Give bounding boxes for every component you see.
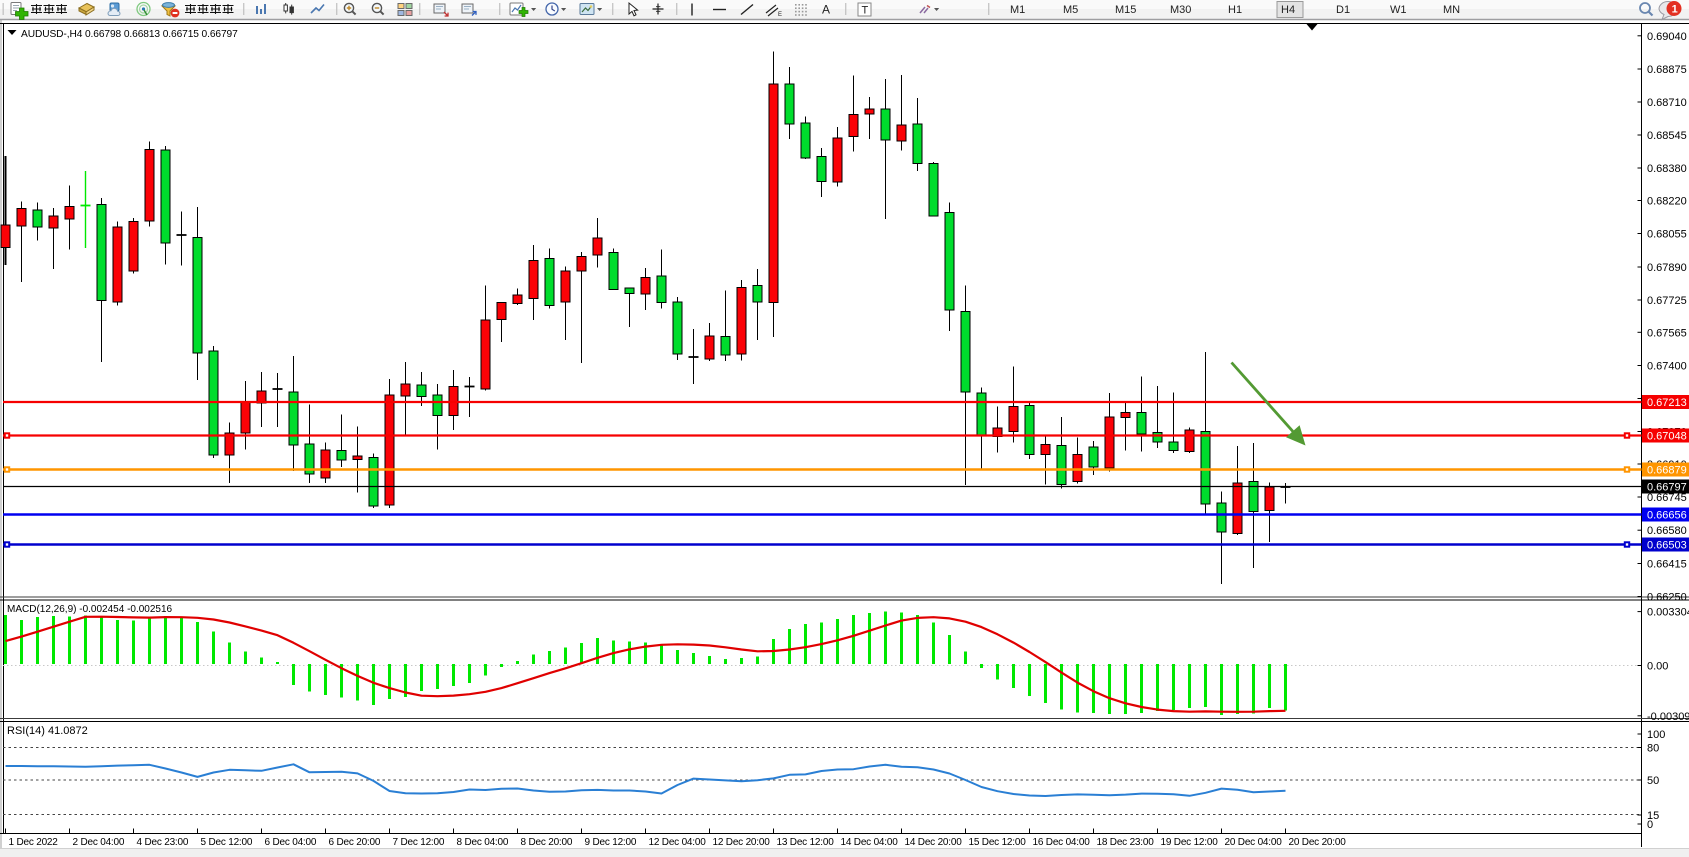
svg-text:0.66415: 0.66415 bbox=[1647, 559, 1687, 571]
svg-text:15: 15 bbox=[1647, 810, 1659, 822]
svg-text:MACD(12,26,9) -0.002454 -0.002: MACD(12,26,9) -0.002454 -0.002516 bbox=[7, 604, 173, 615]
svg-text:4 Dec 23:00: 4 Dec 23:00 bbox=[137, 837, 189, 848]
svg-text:20 Dec 20:00: 20 Dec 20:00 bbox=[1289, 837, 1347, 848]
svg-text:M30: M30 bbox=[1170, 4, 1191, 16]
svg-text:12 Dec 20:00: 12 Dec 20:00 bbox=[713, 837, 771, 848]
svg-text:18 Dec 23:00: 18 Dec 23:00 bbox=[1097, 837, 1155, 848]
svg-text:8 Dec 20:00: 8 Dec 20:00 bbox=[521, 837, 573, 848]
svg-text:M5: M5 bbox=[1063, 4, 1078, 16]
svg-text:0.68545: 0.68545 bbox=[1647, 130, 1687, 142]
svg-text:1: 1 bbox=[1672, 4, 1678, 16]
svg-text:0.67213: 0.67213 bbox=[1647, 397, 1687, 409]
svg-text:9 Dec 12:00: 9 Dec 12:00 bbox=[585, 837, 637, 848]
svg-text:19 Dec 12:00: 19 Dec 12:00 bbox=[1161, 837, 1219, 848]
svg-text:H1: H1 bbox=[1228, 4, 1242, 16]
svg-text:0.67400: 0.67400 bbox=[1647, 361, 1687, 373]
svg-text:1 Dec 2022: 1 Dec 2022 bbox=[9, 837, 59, 848]
svg-text:0.003304: 0.003304 bbox=[1647, 607, 1689, 619]
svg-text:0.68055: 0.68055 bbox=[1647, 229, 1687, 241]
svg-text:14 Dec 04:00: 14 Dec 04:00 bbox=[841, 837, 899, 848]
svg-text:100: 100 bbox=[1647, 729, 1665, 741]
svg-text:80: 80 bbox=[1647, 743, 1659, 755]
svg-text:0: 0 bbox=[1647, 819, 1653, 831]
svg-text:0.00: 0.00 bbox=[1647, 661, 1668, 673]
svg-text:T: T bbox=[862, 5, 869, 17]
svg-text:0.67048: 0.67048 bbox=[1647, 431, 1687, 443]
svg-text:M1: M1 bbox=[1010, 4, 1025, 16]
svg-text:0.68220: 0.68220 bbox=[1647, 196, 1687, 208]
svg-text:-0.003098: -0.003098 bbox=[1647, 711, 1689, 723]
svg-text:D1: D1 bbox=[1336, 4, 1350, 16]
svg-text:0.66503: 0.66503 bbox=[1647, 540, 1687, 552]
svg-text:RSI(14) 41.0872: RSI(14) 41.0872 bbox=[7, 725, 88, 737]
svg-text:6 Dec 20:00: 6 Dec 20:00 bbox=[329, 837, 381, 848]
svg-text:6 Dec 04:00: 6 Dec 04:00 bbox=[265, 837, 317, 848]
svg-text:0.66879: 0.66879 bbox=[1647, 465, 1687, 477]
svg-text:0.66580: 0.66580 bbox=[1647, 525, 1687, 537]
svg-text:0.69040: 0.69040 bbox=[1647, 31, 1687, 43]
svg-text:0.67565: 0.67565 bbox=[1647, 327, 1687, 339]
svg-text:M15: M15 bbox=[1115, 4, 1136, 16]
svg-text:5 Dec 12:00: 5 Dec 12:00 bbox=[201, 837, 253, 848]
svg-text:7 Dec 12:00: 7 Dec 12:00 bbox=[393, 837, 445, 848]
svg-text:0.68875: 0.68875 bbox=[1647, 64, 1687, 76]
svg-text:0.67725: 0.67725 bbox=[1647, 295, 1687, 307]
svg-text:AUDUSD-,H4 0.66798 0.66813 0.: AUDUSD-,H4 0.66798 0.66813 0.66715 0.667… bbox=[21, 29, 238, 40]
svg-text:W1: W1 bbox=[1390, 4, 1407, 16]
svg-text:13 Dec 12:00: 13 Dec 12:00 bbox=[777, 837, 835, 848]
svg-text:16 Dec 04:00: 16 Dec 04:00 bbox=[1033, 837, 1091, 848]
svg-text:H4: H4 bbox=[1281, 4, 1295, 16]
svg-text:0.66250: 0.66250 bbox=[1647, 592, 1687, 604]
svg-text:A: A bbox=[822, 3, 830, 17]
svg-text:12 Dec 04:00: 12 Dec 04:00 bbox=[649, 837, 707, 848]
svg-text:0.68380: 0.68380 bbox=[1647, 163, 1687, 175]
svg-text:E: E bbox=[778, 12, 782, 18]
svg-text:0.68710: 0.68710 bbox=[1647, 97, 1687, 109]
svg-text:0.67890: 0.67890 bbox=[1647, 262, 1687, 274]
svg-text:50: 50 bbox=[1647, 775, 1659, 787]
svg-text:8 Dec 04:00: 8 Dec 04:00 bbox=[457, 837, 509, 848]
svg-text:MN: MN bbox=[1443, 4, 1460, 16]
svg-text:20 Dec 04:00: 20 Dec 04:00 bbox=[1225, 837, 1283, 848]
svg-text:15 Dec 12:00: 15 Dec 12:00 bbox=[969, 837, 1027, 848]
svg-text:2 Dec 04:00: 2 Dec 04:00 bbox=[73, 837, 125, 848]
svg-text:0.66797: 0.66797 bbox=[1647, 482, 1687, 494]
svg-text:14 Dec 20:00: 14 Dec 20:00 bbox=[905, 837, 963, 848]
svg-text:0.66656: 0.66656 bbox=[1647, 510, 1687, 522]
svg-text:0.66745: 0.66745 bbox=[1647, 492, 1687, 504]
